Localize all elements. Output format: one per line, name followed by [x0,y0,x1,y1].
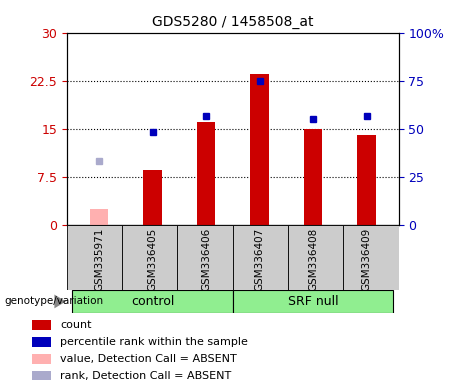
Bar [250,74,269,225]
Text: GSM336407: GSM336407 [254,228,265,291]
Bar [72,290,233,313]
Text: GSM335971: GSM335971 [94,228,104,291]
Text: SRF null: SRF null [288,295,338,308]
Text: value, Detection Call = ABSENT: value, Detection Call = ABSENT [60,354,236,364]
Bar [32,354,51,364]
Text: count: count [60,320,91,330]
Text: GSM336405: GSM336405 [148,228,158,291]
Text: percentile rank within the sample: percentile rank within the sample [60,337,248,347]
Bar [143,170,162,225]
Text: control: control [131,295,174,308]
Bar [233,290,393,313]
Text: GSM336408: GSM336408 [308,228,318,291]
Bar [122,225,177,290]
Bar [343,225,399,290]
Bar [304,129,323,225]
Title: GDS5280 / 1458508_at: GDS5280 / 1458508_at [152,15,313,29]
Bar [89,209,108,225]
Bar [177,225,233,290]
Bar [288,225,343,290]
Text: genotype/variation: genotype/variation [5,296,104,306]
Bar [32,371,51,380]
Bar [32,321,51,330]
Text: rank, Detection Call = ABSENT: rank, Detection Call = ABSENT [60,371,231,381]
Bar [233,225,288,290]
Bar [197,122,215,225]
Bar [32,337,51,347]
Polygon shape [54,295,66,308]
Bar [357,135,376,225]
Text: GSM336409: GSM336409 [361,228,372,291]
Text: GSM336406: GSM336406 [201,228,211,291]
Bar [67,225,122,290]
